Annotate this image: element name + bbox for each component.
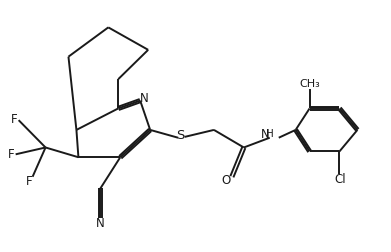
Text: Cl: Cl [334,173,346,186]
Text: H: H [266,129,274,139]
Text: F: F [26,175,32,188]
Text: S: S [176,129,184,142]
Text: O: O [222,174,231,187]
Text: N: N [96,217,105,230]
Text: CH₃: CH₃ [299,79,320,88]
Text: F: F [11,113,18,126]
Text: N: N [260,128,269,141]
Text: N: N [140,92,149,105]
Text: F: F [7,148,14,161]
